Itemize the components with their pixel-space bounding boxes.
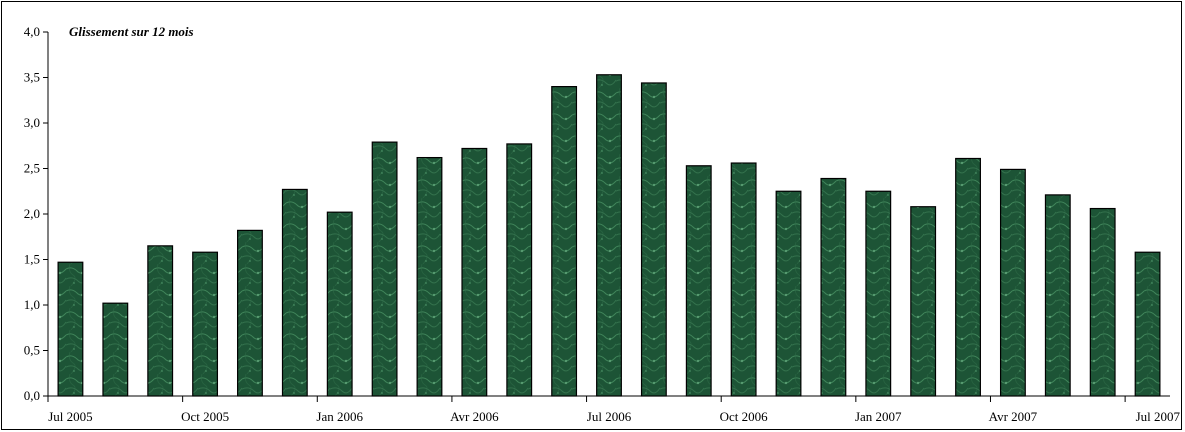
bar-2006-01	[326, 211, 353, 397]
bar-2006-12	[820, 177, 847, 397]
bar-2005-09	[147, 245, 174, 397]
y-tick-label: 1,0	[24, 297, 40, 312]
bar-2006-09	[685, 165, 712, 397]
bar-2005-10	[192, 251, 219, 397]
bar-2007-02	[910, 206, 937, 397]
x-tick-label: Oct 2005	[181, 409, 229, 424]
y-tick-label: 0,0	[24, 388, 40, 403]
bar-2006-10	[730, 162, 757, 397]
y-tick-label: 3,0	[24, 115, 40, 130]
bar-2006-03	[416, 156, 443, 397]
x-tick-label: Oct 2006	[720, 409, 769, 424]
bar-2006-07	[596, 74, 622, 397]
bar-2005-11	[237, 229, 263, 397]
bar-2007-06	[1089, 207, 1116, 397]
bar-2006-08	[640, 82, 667, 397]
bar-2007-01	[865, 190, 892, 397]
bar-2005-12	[281, 188, 308, 397]
bar-2007-03	[955, 157, 981, 397]
bar-2005-08	[102, 302, 129, 397]
y-tick-label: 0,5	[24, 343, 40, 358]
x-tick-label: Jul 2005	[48, 409, 92, 424]
bar-2005-07	[57, 261, 84, 397]
y-tick-label: 2,5	[24, 161, 40, 176]
x-axis: Jul 2005 Oct 2005 Jan 2006 Avr 2006 Jul 2006…	[47, 395, 1181, 424]
y-tick-label: 4,0	[24, 24, 40, 39]
bar-2006-11	[775, 190, 802, 397]
y-tick-label: 3,5	[24, 70, 40, 85]
bar-series	[57, 74, 1161, 397]
x-tick-label: Jul 2006	[587, 409, 632, 424]
bar-2006-02	[371, 141, 398, 397]
x-tick-label: Jan 2007	[855, 409, 902, 424]
chart-title: Glissement sur 12 mois	[69, 24, 194, 39]
x-tick-label: Jan 2006	[316, 409, 363, 424]
y-axis: 0,0 0,5 1,0 1,5 2,0 2,5 3,0 3,5 4,0	[24, 24, 49, 403]
y-tick-label: 2,0	[24, 206, 40, 221]
y-tick-label: 1,5	[24, 252, 40, 267]
bar-2006-04	[461, 147, 488, 397]
x-tick-label: Avr 2007	[989, 409, 1038, 424]
bar-2007-07	[1134, 251, 1161, 397]
bar-2007-04	[999, 168, 1026, 397]
bar-2006-05	[506, 143, 533, 397]
x-tick-label: Avr 2006	[450, 409, 499, 424]
bar-2006-06	[551, 85, 578, 397]
bar-2007-05	[1044, 194, 1071, 397]
x-tick-label: Jul 2007	[1136, 409, 1181, 424]
